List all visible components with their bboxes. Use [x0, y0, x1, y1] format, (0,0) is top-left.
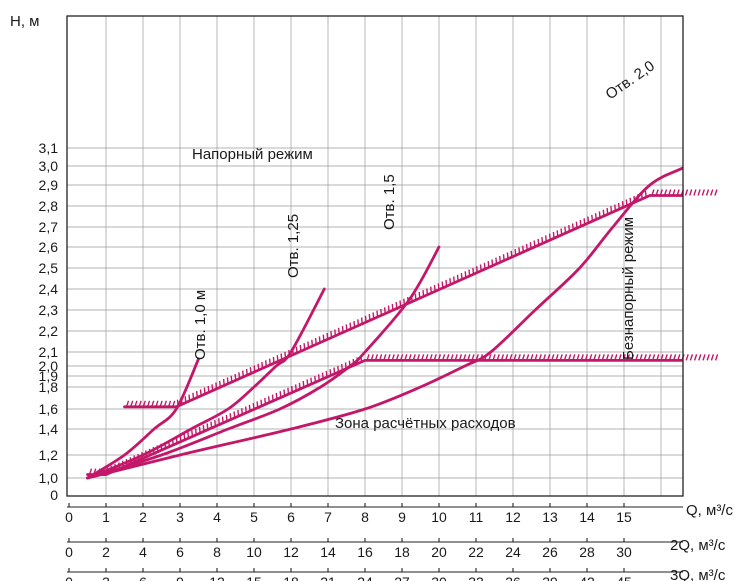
y-tick-label: 3,1: [39, 140, 59, 156]
curve-label-2-0: Отв. 2,0: [603, 57, 658, 103]
x-tick-label: 16: [357, 544, 373, 560]
x-tick-label: 0: [65, 509, 73, 525]
y-tick-label: 2,2: [39, 323, 59, 339]
x-tick-label: 12: [209, 574, 225, 581]
x-tick-label: 15: [246, 574, 262, 581]
y-zero-label: 0: [50, 487, 58, 503]
x-tick-label: 0: [65, 574, 73, 581]
x-tick-label: 7: [324, 509, 332, 525]
curves: [86, 166, 683, 480]
y-axis-label: H, м: [10, 13, 39, 30]
y-tick-label: 2,6: [39, 239, 59, 255]
series-curve-3: [86, 166, 683, 480]
x-tick-label: 4: [213, 509, 221, 525]
y-tick-label: 1,9: [39, 368, 59, 384]
x-tick-label: 13: [542, 509, 558, 525]
x-tick-label: 24: [505, 544, 521, 560]
y-tick-label: 2,8: [39, 198, 59, 214]
x-tick-label: 30: [616, 544, 632, 560]
y-tick-label: 2,4: [39, 281, 59, 297]
y-tick-label: 2,7: [39, 219, 59, 235]
x-tick-label: 39: [542, 574, 558, 581]
x-tick-label: 15: [616, 509, 632, 525]
x-tick-label: 11: [469, 509, 484, 525]
x-tick-label: 12: [505, 509, 521, 525]
y-tick-label: 2,5: [39, 260, 59, 276]
x-tick-label: 10: [431, 509, 447, 525]
x-tick-label: 33: [468, 574, 484, 581]
y-tick-label: 1,8: [39, 379, 59, 395]
y-tick-label: 2,3: [39, 302, 59, 318]
x-tick-label: 21: [320, 574, 336, 581]
x-tick-label: 14: [320, 544, 336, 560]
x-tick-label: 10: [246, 544, 262, 560]
series-curve-0: [86, 357, 200, 480]
x-axis-label-2q: 2Q, м³/с: [670, 537, 726, 554]
annotation-free-flow-mode: Безнапорный режим: [620, 217, 637, 360]
x-tick-label: 27: [394, 574, 410, 581]
hatch-marks: [125, 189, 718, 408]
boundary-line-0: [123, 194, 683, 409]
x-tick-label: 6: [139, 574, 147, 581]
curve-label-1-5: Отв. 1,5: [381, 174, 398, 230]
grid: [67, 16, 683, 496]
x-tick-label: 18: [283, 574, 299, 581]
plot-frame: [66, 15, 684, 497]
curve-label-1-0: Отв. 1,0 м: [192, 290, 209, 360]
x-tick-label: 22: [468, 544, 484, 560]
x-tick-label: 18: [394, 544, 410, 560]
annotation-design-flow-zone: Зона расчётных расходов: [335, 415, 516, 432]
x-tick-label: 14: [579, 509, 595, 525]
axes: 1,0 1,2 1,4 1,6 1,81,92,02,1 2,2 2,3 2,4 2,5 2,6 2…: [39, 140, 683, 581]
x-tick-label: 2: [102, 544, 110, 560]
x-tick-label: 28: [579, 544, 595, 560]
x-tick-label: 8: [361, 509, 369, 525]
x-tick-label: 6: [287, 509, 295, 525]
y-tick-label: 1,0: [39, 470, 59, 486]
x-tick-label: 24: [357, 574, 373, 581]
x-tick-label: 20: [431, 544, 447, 560]
x-tick-label: 30: [431, 574, 447, 581]
x-tick-label: 45: [616, 574, 632, 581]
series-curve-1: [86, 287, 326, 480]
series-curve-2: [86, 245, 441, 480]
x-tick-label: 42: [579, 574, 595, 581]
x-tick-label: 2: [139, 509, 147, 525]
x-tick-label: 3: [176, 509, 184, 525]
x-tick-label: 8: [213, 544, 221, 560]
y-tick-label: 2,0: [39, 358, 59, 374]
x-tick-label: 5: [250, 509, 258, 525]
x-tick-label: 0: [65, 544, 73, 560]
y-tick-label: 1,2: [39, 447, 59, 463]
y-tick-label: 3,0: [39, 158, 59, 174]
x-tick-label: 12: [283, 544, 299, 560]
y-tick-label: 1,4: [39, 421, 59, 437]
x-tick-label: 36: [505, 574, 521, 581]
y-tick-label: 1,6: [39, 401, 59, 417]
x-tick-label: 1: [102, 509, 110, 525]
curve-label-1-25: Отв. 1,25: [285, 214, 302, 278]
x-tick-label: 4: [139, 544, 147, 560]
annotation-pressure-mode: Напорный режим: [192, 146, 313, 163]
x-axis-label-3q: 3Q, м³/с: [670, 567, 726, 581]
y-tick-label: 2,1: [39, 344, 59, 360]
x-tick-label: 3: [102, 574, 110, 581]
x-axis-label-q: Q, м³/с: [686, 502, 733, 519]
x-tick-label: 9: [176, 574, 184, 581]
boundary-line-1: [86, 358, 683, 476]
x-tick-label: 6: [176, 544, 184, 560]
y-tick-label: 2,9: [39, 177, 59, 193]
x-tick-label: 9: [398, 509, 406, 525]
x-tick-label: 26: [542, 544, 558, 560]
